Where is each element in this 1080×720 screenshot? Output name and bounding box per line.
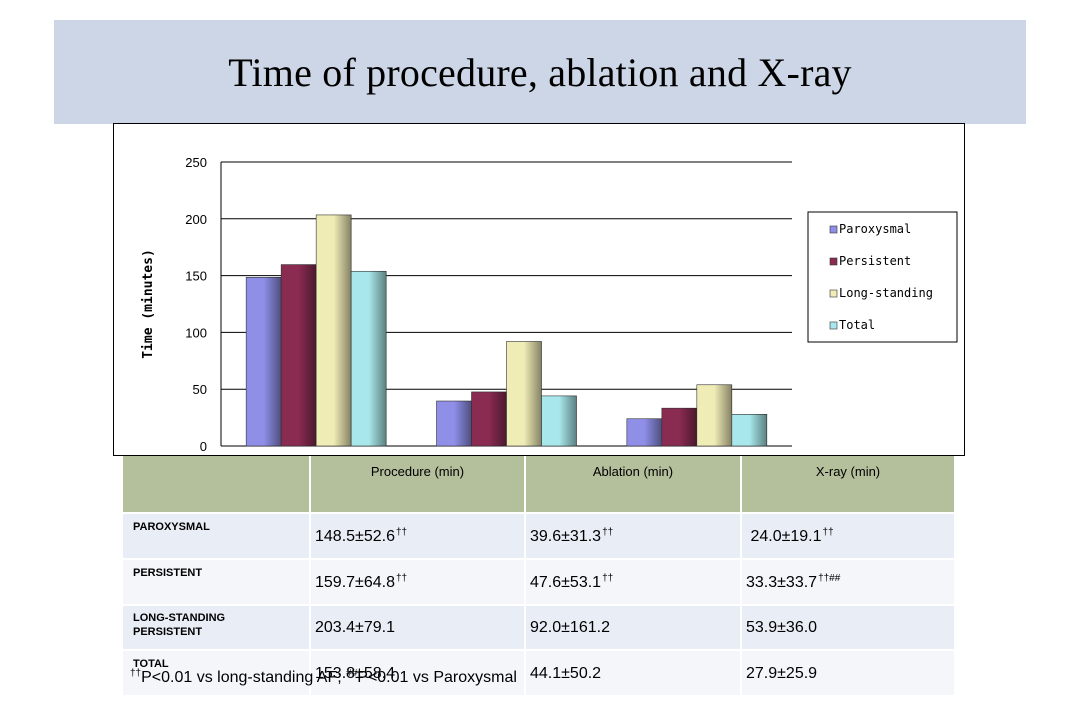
table-cell: 33.3±33.7††## (741, 558, 954, 605)
row-label: PAROXYSMAL (123, 512, 311, 559)
bar-paroxysmal (626, 418, 663, 447)
bar-persistent (280, 264, 317, 447)
legend-box (807, 211, 958, 343)
table-row: PERSISTENT 159.7±64.8†† 47.6±53.1†† 33.3±33… (123, 558, 954, 605)
y-tick-label: 200 (185, 212, 207, 227)
row-label-line: PERSISTENT (133, 567, 203, 579)
cell-value: 44.1±50.2 (530, 664, 602, 682)
table-cell: 39.6±31.3†† (525, 512, 742, 559)
table-cell: 27.9±25.9 (741, 649, 954, 695)
bar-persistent (661, 407, 698, 447)
cell-value: 53.9±36.0 (746, 619, 818, 636)
bar-chart: 0 50 100 150 200 250 Time (minutes) Paroxysmal P… (141, 155, 958, 454)
table-cell: 153.8±58.4 (310, 649, 526, 695)
cell-value: 27.9±25.9 (746, 664, 818, 682)
legend-label: Paroxysmal (839, 222, 911, 236)
row-label: TOTAL (123, 649, 311, 695)
y-tick-label: 150 (185, 269, 207, 284)
y-tick-label: 50 (193, 382, 207, 397)
table-row: TOTAL 153.8±58.4 44.1±50.2 27.9±25.9 (123, 649, 954, 695)
table-cell: 148.5±52.6†† (310, 512, 526, 559)
cell-value: 33.3±33.7 (746, 573, 818, 591)
legend-label: Persistent (839, 254, 911, 268)
legend-swatch (829, 257, 838, 266)
y-tick-label: 0 (200, 439, 207, 454)
cell-value: 159.7±64.8 (315, 573, 395, 591)
footnote-mark-dagger: †† (130, 668, 142, 679)
header-blank (123, 456, 311, 513)
footnote-text-2: P<0.01 vs Paroxysmal (357, 669, 517, 686)
significance-mark: †† (395, 572, 408, 584)
table-cell: 159.7±64.8†† (310, 558, 526, 605)
cell-value: 92.0±161.2 (530, 619, 610, 636)
cell-value: 148.5±52.6 (315, 527, 395, 545)
table-cell: 47.6±53.1†† (525, 558, 742, 605)
table-cell: 53.9±36.0 (741, 604, 954, 650)
footnote-mark-hash: ## (346, 668, 358, 679)
page-title: Time of procedure, ablation and X-ray (228, 49, 852, 95)
row-label-line: TOTAL (133, 658, 169, 670)
cell-value: 47.6±53.1 (530, 573, 602, 591)
row-label-line: PAROXYSMAL (133, 521, 210, 533)
cell-value: 39.6±31.3 (530, 527, 602, 545)
significance-mark: †† (395, 526, 408, 538)
header-procedure: Procedure (min) (310, 456, 526, 513)
legend-swatch (829, 321, 838, 330)
table-row: LONG-STANDING PERSISTENT 203.4±79.1 92.0±16… (123, 604, 954, 650)
y-axis-label: Time (minutes) (141, 249, 156, 359)
table-cell: 24.0±19.1†† (741, 512, 954, 559)
bar-total (541, 395, 577, 447)
significance-mark: ††## (818, 572, 841, 584)
header-xray: X-ray (min) (741, 456, 954, 513)
chart-frame: 0 50 100 150 200 250 Time (minutes) Paroxysmal P… (113, 123, 965, 456)
bar-paroxysmal (436, 400, 472, 447)
significance-mark: †† (822, 526, 834, 538)
title-banner: Time of procedure, ablation and X-ray (54, 20, 1026, 124)
legend-label: Long-standing (839, 286, 933, 300)
summary-table: Procedure (min) Ablation (min) X-ray (mi… (123, 456, 954, 695)
cell-value: 24.0±19.1 (746, 527, 822, 545)
table-cell: 203.4±79.1 (310, 604, 526, 650)
legend-swatch (829, 289, 838, 298)
table-header-row: Procedure (min) Ablation (min) X-ray (mi… (123, 456, 954, 513)
header-ablation: Ablation (min) (525, 456, 742, 513)
significance-mark: †† (602, 526, 614, 538)
bar-total (731, 414, 768, 447)
table-cell: 44.1±50.2 (525, 649, 742, 695)
bar-long-standing (315, 214, 352, 447)
bar-total (350, 270, 387, 447)
legend-label: Total (839, 318, 875, 332)
y-tick-label: 250 (185, 155, 207, 170)
row-label: LONG-STANDING PERSISTENT (123, 604, 311, 650)
cell-value: 203.4±79.1 (315, 619, 395, 636)
row-label: PERSISTENT (123, 558, 311, 605)
table-cell: 92.0±161.2 (525, 604, 742, 650)
bar-persistent (471, 391, 507, 447)
bar-long-standing (506, 341, 542, 447)
bar-paroxysmal (245, 277, 282, 447)
significance-mark: †† (602, 572, 614, 584)
table-row: PAROXYSMAL 148.5±52.6†† 39.6±31.3†† 24.0±1… (123, 512, 954, 559)
cell-value: 153.8±58.4 (315, 664, 395, 682)
row-label-line: LONG-STANDING (133, 612, 226, 624)
row-label-line: PERSISTENT (133, 626, 203, 638)
footnote: ††P<0.01 vs long-standing AF; ##P<0.01 v… (130, 668, 517, 687)
legend-swatch (829, 225, 838, 234)
footnote-text-1: P<0.01 vs long-standing AF; (141, 669, 347, 686)
y-tick-label: 100 (185, 325, 207, 340)
bar-long-standing (696, 384, 733, 447)
